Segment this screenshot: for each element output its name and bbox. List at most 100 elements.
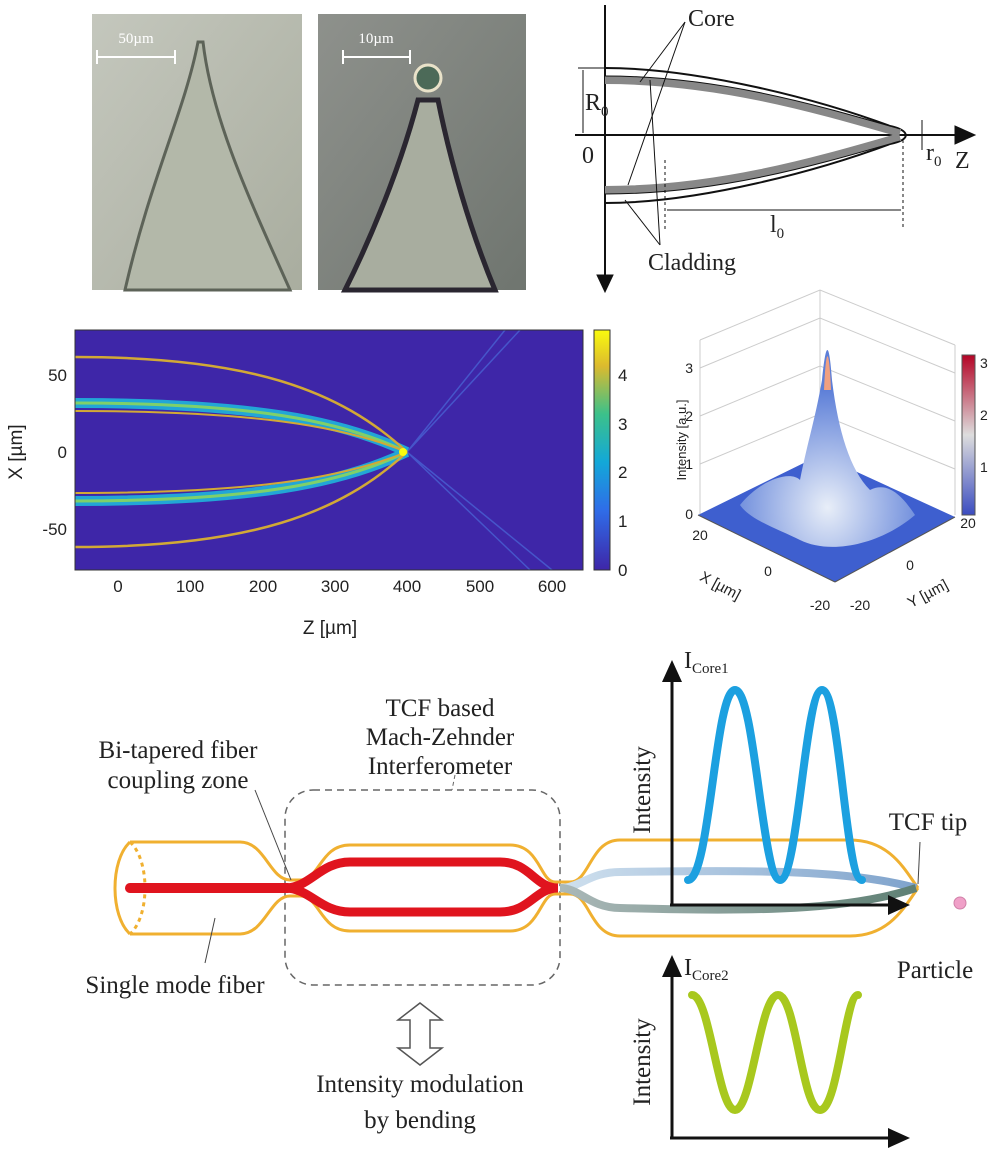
y-label: Intensity [629,746,656,834]
particle [953,896,967,910]
leader [627,21,686,186]
tick-label: 0 [906,557,914,573]
tick-label: 0 [764,563,772,579]
micrograph-2: 10µm [318,14,526,293]
box-grid [699,289,956,515]
core [604,76,902,137]
arrow-head [954,125,977,145]
y-label: X [µm] [6,424,27,479]
tip-radius-label: r0 [926,140,942,170]
fiber-end [113,840,132,936]
tick-label: 0 [58,443,67,462]
core [284,883,559,917]
tick-label: 20 [692,527,708,543]
core [559,884,918,914]
taper [123,40,293,292]
x-label: X [µm] [697,568,744,604]
x-ticks: 0 100 200 300 400 500 600 [113,577,566,596]
plot-area [75,330,583,570]
tick-label: 100 [176,577,204,596]
core [284,857,559,893]
tip-label: TCF tip [889,809,968,836]
mzi-label: Interferometer [368,753,513,780]
leader [917,841,921,885]
outer-radius-label: R0 [585,90,609,120]
modulation-label: by bending [364,1107,476,1134]
z-ticks: 3 2 1 0 [685,360,693,522]
cladding-label: Cladding [648,250,736,276]
coupling-label: coupling zone [108,767,249,794]
tick-label: 600 [538,577,566,596]
leader [451,774,456,791]
y-ticks: 50 0 -50 [42,366,67,539]
colorbar [593,329,611,571]
tick-label: 1 [618,512,627,531]
y-ticks: 20 0 -20 [850,515,976,613]
tick-label: 2 [618,463,627,482]
intensity-curve [688,990,862,1115]
surface [740,350,915,547]
schematic-labels: Core Cladding R0 0 r0 Z l0 [582,6,970,276]
tick-label: 200 [249,577,277,596]
colorbar-ticks: 3 2 1 [980,355,988,475]
mzi-label: TCF based [385,695,495,722]
smf-label: Single mode fiber [85,972,265,999]
particle-label: Particle [897,957,973,984]
mzi-box [284,789,561,986]
modulation-label: Intensity modulation [316,1071,524,1098]
axis-label: Z [955,148,970,174]
tick-label: 0 [113,577,122,596]
origin-label: 0 [582,143,594,169]
axis [697,514,836,583]
device-labels: TCF based Mach-Zehnder Interferometer Bi… [85,695,973,1134]
tick-label: -50 [42,520,67,539]
colorbar [961,354,976,516]
core-edge [604,140,901,195]
plot-frame [74,329,584,571]
coupling-label: Bi-tapered fiber [99,737,259,764]
plot-title: ICore2 [684,955,729,984]
tick-label: 3 [980,355,988,371]
axis [834,516,956,583]
tick-label: 50 [48,366,67,385]
bend-arrow [395,1002,445,1066]
arrow-head [596,274,614,294]
field-map: 0 100 200 300 400 500 600 50 0 -50 4 3 2… [6,329,627,639]
tick-label: 2 [685,408,693,424]
core2-plot: Intensity ICore2 [629,955,910,1148]
core-edge [604,75,901,130]
tick-label: 500 [466,577,494,596]
leader [254,789,292,881]
tick-label: 400 [393,577,421,596]
intensity-curve [684,685,866,885]
scale-label: 10µm [358,31,394,47]
tick-label: 3 [685,360,693,376]
z-label: Intensity [a.u.] [674,400,689,481]
leader [624,199,661,246]
taper [340,97,499,293]
scale-label: 50µm [118,31,154,47]
tick-label: 20 [960,515,976,531]
cladding [604,67,907,204]
x-label: Z [µm] [303,618,357,639]
x-ticks: 20 0 -20 [692,527,830,613]
fiber-outline [130,887,920,938]
tick-label: 0 [618,561,627,580]
tick-label: 2 [980,407,988,423]
core-label: Core [688,6,735,32]
leader [649,79,661,246]
micrograph-1: 50µm [92,14,302,292]
core1-plot: Intensity ICore1 [629,648,910,915]
y-label: Y [µm] [905,576,951,611]
colorbar-ticks: 4 3 2 1 0 [618,366,627,580]
intensity-3d: 3 2 1 0 20 0 -20 20 0 -20 3 2 1 Intensit… [674,289,988,613]
tick-label: 3 [618,415,627,434]
taper-schematic [575,5,977,294]
leader [639,21,686,83]
plot-title: ICore1 [684,648,729,677]
y-label: Intensity [629,1018,656,1106]
tick-label: 300 [321,577,349,596]
tick-label: 4 [618,366,627,385]
tick-label: 1 [980,459,988,475]
